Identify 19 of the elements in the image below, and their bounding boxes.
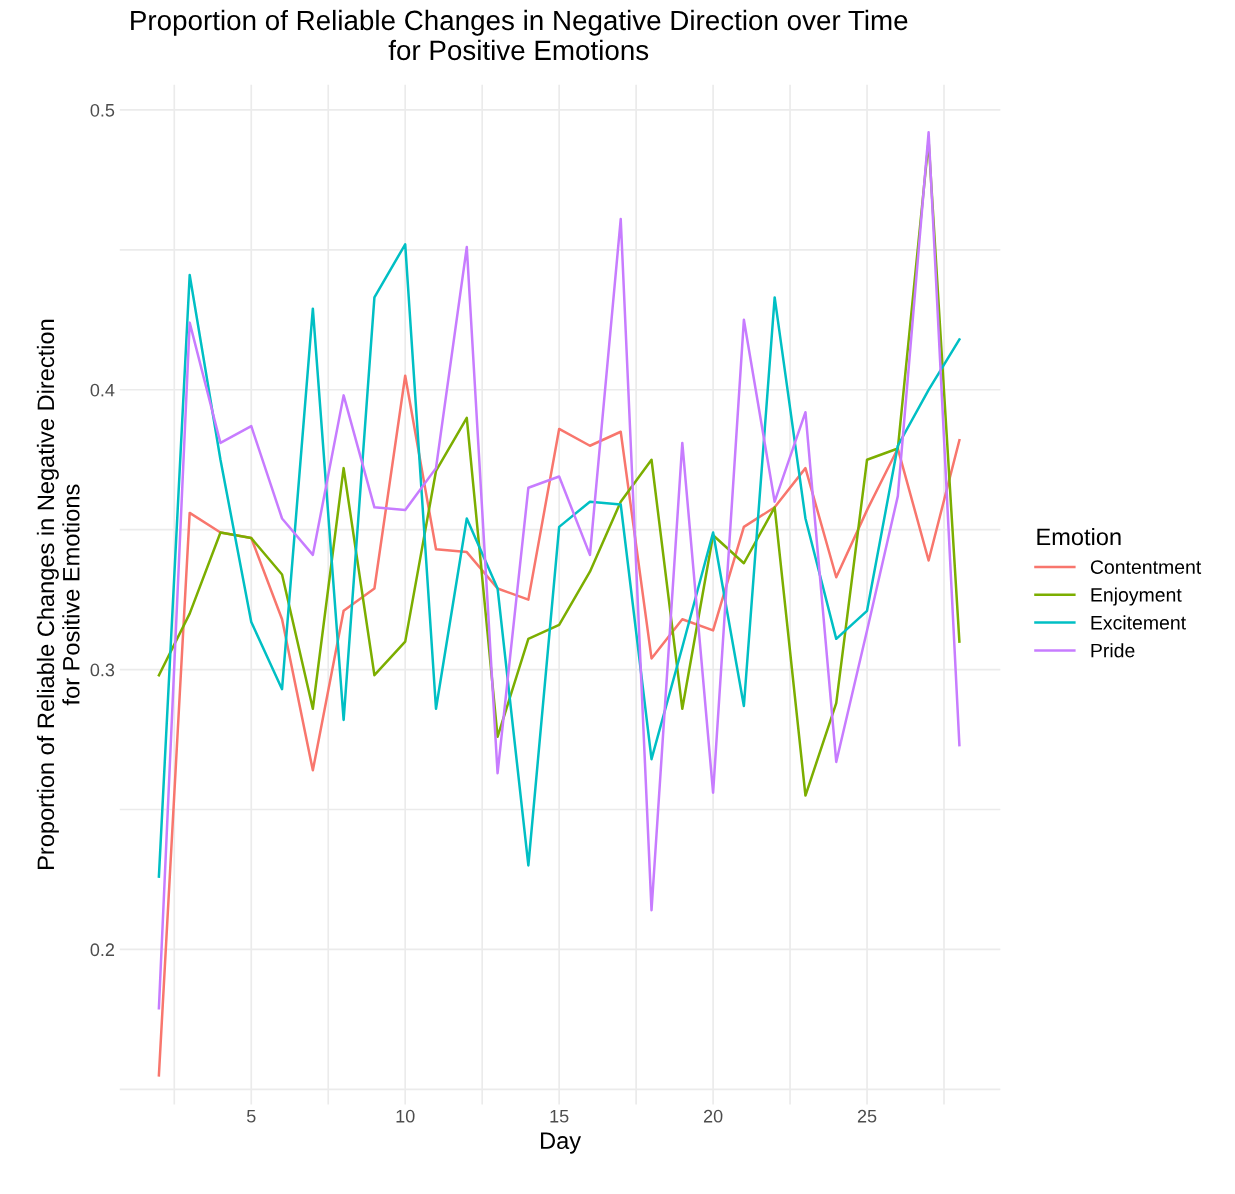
x-tick-label: 15 xyxy=(550,1109,569,1123)
legend-label: Contentment xyxy=(1090,560,1202,574)
x-tick-label: 20 xyxy=(703,1109,723,1123)
legend-label: Pride xyxy=(1091,643,1135,658)
legend-label: Excitement xyxy=(1091,615,1186,630)
y-tick-label: 0.4 xyxy=(90,383,115,397)
x-tick-label: 25 xyxy=(857,1109,877,1123)
y-tick-label: 0.3 xyxy=(90,663,115,677)
line-series xyxy=(157,131,961,1010)
legend-title: Emotion xyxy=(1037,527,1121,546)
line-series xyxy=(157,243,961,878)
chart-title: Proportion of Reliable Changes in Negative Direction over Time for Positive Emotions xyxy=(131,9,908,61)
y-tick-label: 0.2 xyxy=(90,943,115,957)
x-tick-label: 5 xyxy=(246,1109,256,1123)
legend-label: Enjoyment xyxy=(1091,587,1182,606)
x-tick-label: 10 xyxy=(396,1109,415,1123)
x-axis-title: Day xyxy=(541,1132,582,1154)
y-axis-title: Proportion of Reliable Changes in Negative Direction for Positive Emotions xyxy=(36,319,80,869)
y-tick-label: 0.5 xyxy=(90,103,115,117)
